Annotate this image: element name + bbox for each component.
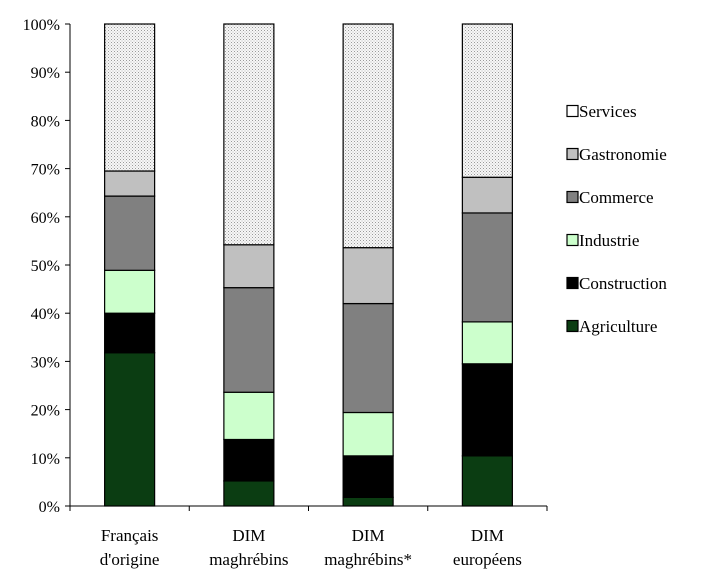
x-tick-label: maghrébins [209, 550, 288, 569]
bar-segment-construction-2 [342, 455, 394, 498]
bar-segment-gastronomie-1 [223, 244, 275, 289]
bar-segment-industrie-0 [104, 269, 156, 314]
y-tick-label: 80% [31, 113, 60, 130]
y-tick-label: 30% [31, 354, 60, 371]
legend-label-gastronomie: Gastronomie [579, 145, 667, 164]
x-tick-label: d'origine [100, 550, 160, 569]
x-tick-label: maghrébins* [324, 550, 412, 569]
bar-segment-commerce-1 [223, 287, 275, 393]
y-tick-label: 0% [39, 499, 60, 516]
bar-segment-commerce-0 [104, 195, 156, 271]
bar-segment-construction-1 [223, 438, 275, 482]
legend-swatch-agriculture [566, 319, 579, 333]
bar-segment-gastronomie-0 [104, 170, 156, 197]
legend: Services Gastronomie Commerce Industrie Cons… [566, 102, 667, 336]
legend-swatch-industrie [566, 233, 579, 247]
bar-segment-agriculture-1 [223, 480, 275, 507]
legend-label-industrie: Industrie [579, 231, 639, 250]
y-tick-label: 60% [31, 210, 60, 227]
x-tick-label: DIM [352, 526, 385, 545]
bar-segment-gastronomie-3 [461, 176, 513, 214]
y-tick-label: 20% [31, 403, 60, 420]
y-tick-label: 70% [31, 162, 60, 179]
bar-layer [104, 23, 513, 507]
bar-segment-services-1 [223, 23, 275, 246]
bar-segment-agriculture-3 [461, 455, 513, 507]
legend-swatch-commerce [566, 190, 579, 204]
bar-segment-services-0 [104, 23, 156, 172]
legend-swatch-construction [566, 276, 579, 290]
legend-label-construction: Construction [579, 274, 667, 293]
bar-segment-industrie-3 [461, 321, 513, 365]
legend-label-services: Services [579, 102, 637, 121]
legend-label-commerce: Commerce [579, 188, 654, 207]
bar-segment-commerce-2 [342, 302, 394, 414]
x-tick-label: DIM [232, 526, 265, 545]
y-tick-label: 100% [23, 17, 60, 34]
bar-segment-gastronomie-2 [342, 247, 394, 305]
bar-segment-agriculture-0 [104, 352, 156, 507]
x-tick-label: DIM [471, 526, 504, 545]
legend-label-agriculture: Agriculture [579, 317, 657, 336]
y-tick-label: 10% [31, 451, 60, 468]
x-tick-label: européens [453, 550, 522, 569]
x-tick-label: Français [101, 526, 159, 545]
bar-segment-services-3 [461, 23, 513, 178]
bar-segment-commerce-3 [461, 212, 513, 323]
bar-segment-services-2 [342, 23, 394, 249]
y-tick-label: 50% [31, 258, 60, 275]
bar-segment-agriculture-2 [342, 496, 394, 507]
bar-segment-construction-3 [461, 363, 513, 457]
bar-segment-industrie-1 [223, 391, 275, 441]
y-tick-label: 90% [31, 65, 60, 82]
bar-segment-construction-0 [104, 312, 156, 354]
y-tick-label: 40% [31, 306, 60, 323]
legend-swatch-gastronomie [566, 147, 579, 161]
bar-segment-industrie-2 [342, 411, 394, 457]
legend-swatch-services [566, 104, 579, 118]
